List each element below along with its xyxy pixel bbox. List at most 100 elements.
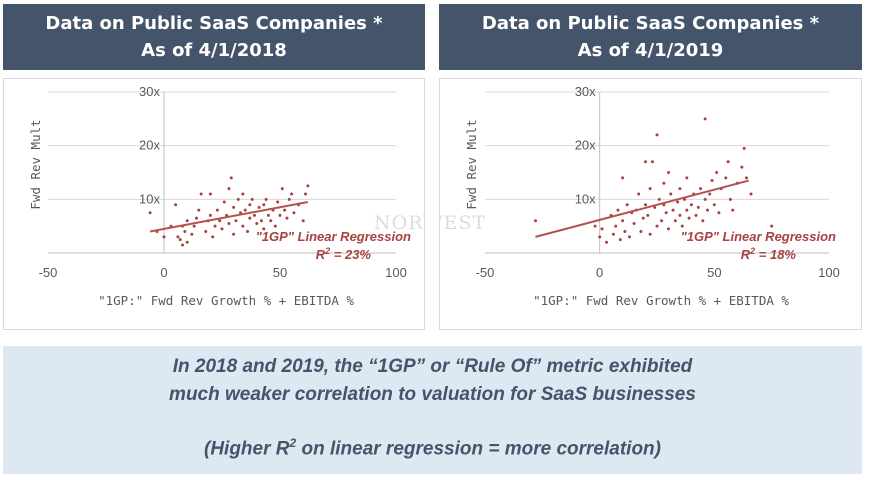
data-point xyxy=(222,200,226,204)
data-point xyxy=(283,208,287,212)
data-point xyxy=(696,205,700,209)
data-point xyxy=(248,216,252,220)
data-point xyxy=(614,224,618,228)
data-point xyxy=(199,192,203,196)
data-point xyxy=(276,200,280,204)
x-tick-label: 0 xyxy=(160,265,167,280)
data-point xyxy=(708,192,712,196)
y-tick-label: 10x xyxy=(139,191,160,206)
data-point xyxy=(731,208,735,212)
data-point xyxy=(715,171,719,174)
data-point xyxy=(213,224,217,228)
data-point xyxy=(740,165,744,169)
data-point xyxy=(266,213,270,217)
regression-label: "1GP" Linear Regression xyxy=(256,229,411,244)
data-point xyxy=(712,203,716,207)
data-point xyxy=(678,187,682,191)
data-point xyxy=(185,240,189,244)
data-point xyxy=(664,211,668,215)
data-point xyxy=(285,216,289,220)
x-tick-label: 100 xyxy=(818,265,840,280)
data-point xyxy=(699,187,703,191)
trend-line xyxy=(535,179,749,238)
panel-title-line2: As of 4/1/2019 xyxy=(577,40,724,61)
data-point xyxy=(632,221,636,225)
y-axis-title: Fwd Rev Mult xyxy=(28,119,43,209)
x-tick-label: 0 xyxy=(596,265,603,280)
data-point xyxy=(250,197,254,201)
data-point xyxy=(292,211,296,215)
data-point xyxy=(290,192,294,196)
data-point xyxy=(248,203,252,207)
data-point xyxy=(669,192,673,196)
y-tick-label: 20x xyxy=(575,138,596,153)
data-point xyxy=(278,213,282,217)
panel-title-line1: Data on Public SaaS Companies * xyxy=(45,13,383,34)
data-point xyxy=(726,160,730,164)
data-point xyxy=(689,203,693,207)
data-point xyxy=(262,227,266,231)
r-squared-label: R2 = 18% xyxy=(741,246,797,262)
data-point xyxy=(717,211,721,215)
data-point xyxy=(744,176,748,180)
data-point xyxy=(227,187,231,191)
data-point xyxy=(246,230,250,234)
data-point xyxy=(616,208,620,212)
data-point xyxy=(623,230,627,234)
data-point xyxy=(234,219,238,223)
panel-title-line2: As of 4/1/2018 xyxy=(141,40,287,61)
data-point xyxy=(280,187,284,191)
data-point xyxy=(703,117,707,121)
data-point xyxy=(650,160,654,164)
data-point xyxy=(644,160,648,164)
data-point xyxy=(287,197,291,201)
data-point xyxy=(264,197,268,201)
data-point xyxy=(218,219,222,223)
y-tick-label: 30x xyxy=(575,84,596,99)
watermark-text: NORWEST xyxy=(374,212,424,234)
data-point xyxy=(685,208,689,212)
data-point xyxy=(600,227,604,231)
data-point xyxy=(611,232,615,236)
data-point xyxy=(676,200,680,204)
data-point xyxy=(710,179,714,183)
data-point xyxy=(694,213,698,217)
note-line-3: (Higher R2 on linear regression = more c… xyxy=(204,436,661,460)
data-point xyxy=(770,224,774,228)
data-point xyxy=(269,219,273,223)
data-point xyxy=(176,235,180,239)
data-point xyxy=(220,227,224,231)
data-point xyxy=(273,224,277,228)
data-point xyxy=(657,197,661,201)
data-point xyxy=(637,192,641,196)
regression-label: "1GP" Linear Regression xyxy=(681,229,836,244)
x-tick-label: 50 xyxy=(273,265,287,280)
data-point xyxy=(211,235,215,239)
data-point xyxy=(192,224,196,228)
data-point xyxy=(229,176,233,180)
y-tick-label: 10x xyxy=(575,191,596,206)
data-point xyxy=(162,235,166,239)
data-point xyxy=(680,224,684,228)
data-point xyxy=(204,230,208,234)
data-point xyxy=(749,192,753,196)
data-point xyxy=(703,197,707,201)
data-point xyxy=(232,205,236,209)
data-point xyxy=(660,219,664,223)
data-point xyxy=(181,243,185,247)
data-point xyxy=(678,213,682,217)
trend-line xyxy=(149,201,309,233)
data-point xyxy=(666,171,670,174)
data-point xyxy=(742,146,746,150)
data-point xyxy=(197,208,201,212)
r-squared-label: R2 = 23% xyxy=(316,246,372,262)
data-point xyxy=(243,208,247,212)
data-point xyxy=(227,221,231,225)
panel-header-2019: Data on Public SaaS Companies * As of 4/… xyxy=(439,4,862,70)
data-point xyxy=(257,205,261,209)
data-point xyxy=(662,181,666,185)
data-point xyxy=(255,221,259,225)
data-point xyxy=(621,176,625,180)
data-point xyxy=(648,232,652,236)
x-tick-label: -50 xyxy=(39,265,58,280)
